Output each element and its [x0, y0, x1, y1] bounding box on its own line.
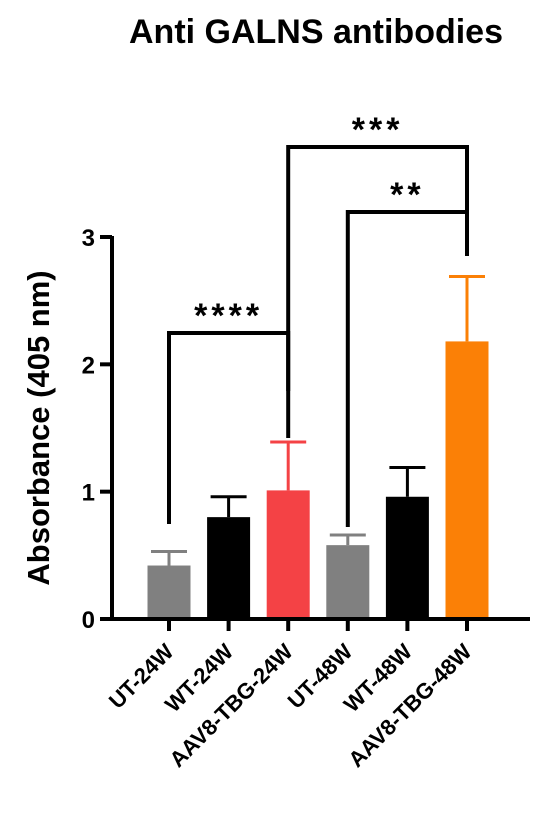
error-bar-aav8-tbg-24w: [270, 440, 307, 491]
bar-aav8-tbg-24w: [266, 490, 310, 619]
significance-layer: *********: [167, 111, 469, 527]
chart-title: Anti GALNS antibodies: [129, 13, 503, 51]
error-bar-wt-48w: [389, 465, 426, 497]
bar-wt-48w: [385, 496, 429, 619]
significance-label-2: **: [390, 176, 424, 214]
y-tick-label-1: 1: [82, 480, 95, 507]
y-tick-label-3: 3: [82, 225, 95, 252]
y-tick-label-2: 2: [82, 352, 95, 379]
error-bar-ut-24w: [151, 550, 187, 566]
y-tick-label-0: 0: [82, 607, 95, 634]
significance-label-3: ***: [352, 111, 404, 149]
significance-label-1: ****: [194, 297, 263, 335]
bars-layer: [147, 274, 489, 619]
error-bar-wt-24w: [210, 495, 247, 518]
bar-ut-48w: [326, 545, 370, 619]
significance-bracket-2: [345, 210, 469, 527]
bar-ut-24w: [147, 565, 191, 619]
y-axis-label: Absorbance (405 nm): [21, 270, 56, 585]
error-bar-aav8-tbg-48w: [449, 274, 485, 342]
error-bar-ut-48w: [329, 533, 366, 546]
significance-bracket-3: [286, 145, 469, 439]
bar-wt-24w: [207, 517, 251, 619]
bar-aav8-tbg-48w: [445, 341, 489, 619]
